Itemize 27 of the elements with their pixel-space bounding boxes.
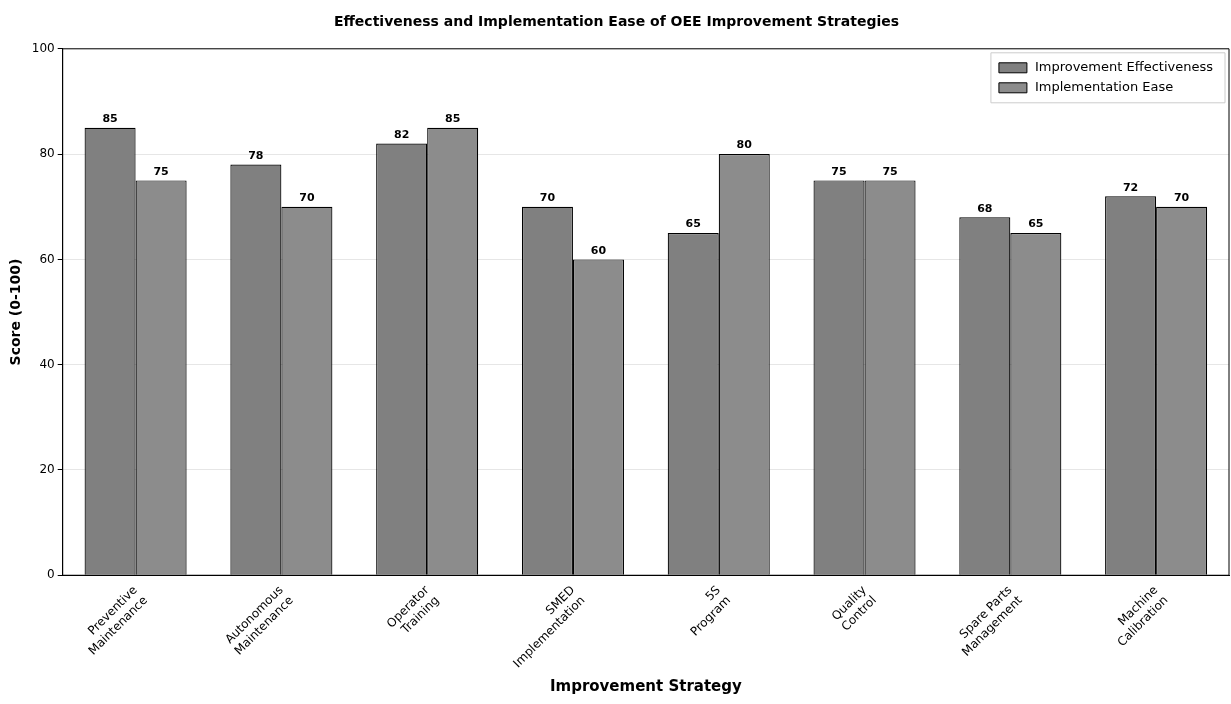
data-label: 68 <box>977 201 993 215</box>
data-label: 75 <box>153 164 169 178</box>
data-label: 60 <box>590 243 607 257</box>
data-label: 65 <box>685 217 701 231</box>
data-label: 70 <box>1173 191 1190 205</box>
data-label: 85 <box>445 112 461 126</box>
data-label: 70 <box>539 191 556 205</box>
y-axis-title: Score (0-100) <box>7 258 24 366</box>
data-label: 72 <box>1122 180 1139 194</box>
y-tick-label: 60 <box>39 251 55 266</box>
data-label: 80 <box>736 138 753 152</box>
data-label: 75 <box>882 164 898 178</box>
y-tick-label: 100 <box>31 40 55 55</box>
y-tick-label: 20 <box>39 462 55 477</box>
data-label: 85 <box>102 112 118 126</box>
legend-label: Implementation Ease <box>1034 79 1174 95</box>
data-label: 78 <box>248 148 264 162</box>
x-axis-title: Improvement Strategy <box>549 676 742 695</box>
y-tick-label: 40 <box>39 356 55 371</box>
data-label: 70 <box>299 191 315 205</box>
chart-title: Effectiveness and Implementation Ease of OEE Improvement Strategies <box>333 13 900 30</box>
data-label: 75 <box>831 164 847 178</box>
y-tick-label: 80 <box>39 146 55 161</box>
data-label: 65 <box>1028 217 1044 231</box>
legend-label: Improvement Effectiveness <box>1034 59 1214 75</box>
data-label: 82 <box>394 127 410 141</box>
y-tick-label: 0 <box>47 567 55 582</box>
